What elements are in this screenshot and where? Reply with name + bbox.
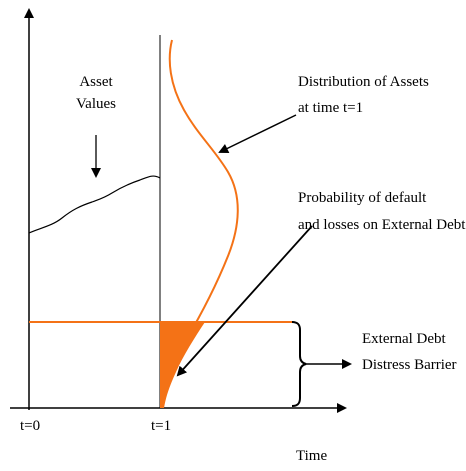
asset-values-line1: Asset [79,74,113,90]
probability-label: Probability of default and losses on Ext… [298,190,466,233]
barrier-line2: Distress Barrier [362,357,457,373]
asset-value-path [28,175,161,234]
asset-values-label: Asset Values [56,74,136,112]
barrier-label: External Debt Distress Barrier [362,331,457,373]
distribution-line2: at time t=1 [298,100,364,116]
default-probability-area [160,322,205,408]
distribution-label: Distribution of Assets at time t=1 [298,74,429,116]
probability-line1: Probability of default [298,190,427,206]
t1-label: t=1 [151,418,172,434]
probability-line2: and losses on External Debt [298,217,466,233]
time-axis-label: Time [296,448,328,464]
barrier-brace [291,321,307,407]
t0-label: t=0 [20,418,41,434]
barrier-line1: External Debt [362,331,446,347]
distribution-arrow [218,114,297,153]
asset-values-line2: Values [76,96,116,112]
probability-arrow [176,225,313,377]
distribution-line1: Distribution of Assets [298,74,429,90]
